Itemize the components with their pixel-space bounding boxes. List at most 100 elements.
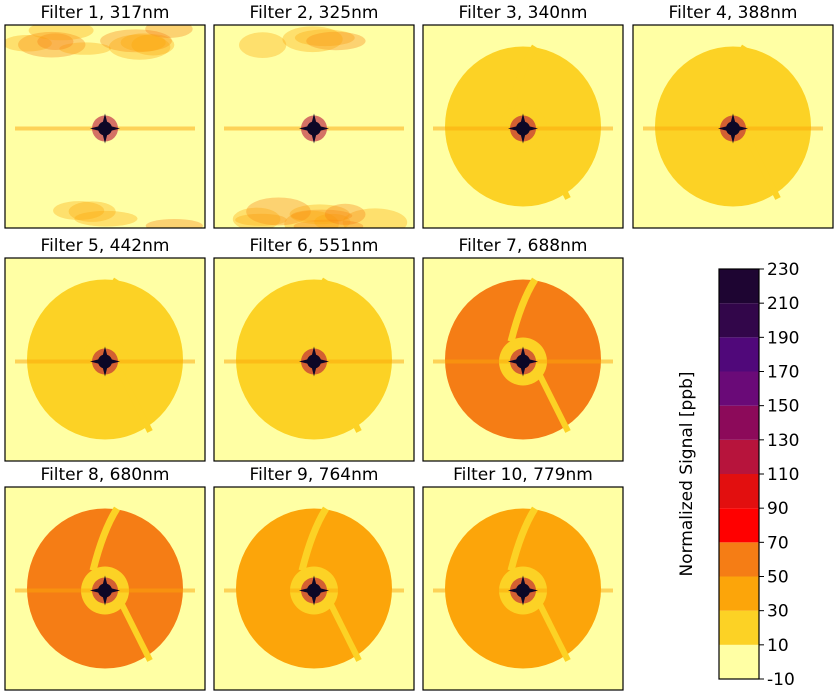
panel-filter-1: Filter 1, 317nm [4, 3, 206, 229]
colorbar-bin [719, 474, 759, 509]
edge-glow [37, 33, 74, 50]
panel-title: Filter 2, 325nm [250, 3, 379, 23]
edge-glow [342, 208, 408, 228]
panel-frame [213, 486, 415, 691]
spiral-arm [298, 277, 329, 343]
edge-glow [239, 32, 287, 58]
spiral-arm [298, 506, 329, 572]
colorbar-bin [719, 269, 759, 304]
colorbar-tick-label: 70 [767, 533, 789, 553]
colorbar-bin [719, 371, 759, 406]
panel-image [5, 487, 205, 690]
colorbar-tick-label: 170 [767, 363, 799, 383]
panel-image [423, 258, 623, 461]
star-core [516, 354, 530, 369]
edge-glow [145, 25, 193, 38]
panel-frame [4, 486, 206, 691]
edge-glow [289, 204, 350, 225]
edge-glow [18, 31, 86, 58]
colorbar-tick-label: 90 [767, 499, 789, 519]
spoke [117, 370, 153, 433]
edge-glow [28, 25, 94, 41]
colorbar-bin [719, 439, 759, 474]
edge-glow [294, 29, 355, 47]
edge-glow [314, 213, 351, 228]
panel-frame [422, 486, 624, 691]
edge-glow [306, 31, 366, 51]
spiral-arm [507, 506, 538, 572]
colorbar-tick-label: 210 [767, 294, 799, 314]
panel-title: Filter 3, 340nm [459, 3, 588, 23]
colorbar-tick-label: 130 [767, 431, 799, 451]
panel-title: Filter 1, 317nm [41, 3, 170, 23]
panel-frame [422, 24, 624, 229]
panel-frame [632, 24, 834, 229]
panel-title: Filter 9, 764nm [250, 465, 379, 485]
edge-glow [232, 207, 281, 228]
panel-filter-7: Filter 7, 688nm [422, 236, 624, 462]
edge-glow [284, 210, 339, 228]
star-core [307, 121, 321, 136]
edge-glow [53, 201, 105, 221]
colorbar-tick-label: 10 [767, 636, 789, 656]
colorbar-tick-label: -10 [767, 670, 795, 690]
panel-image [423, 25, 623, 228]
spoke [117, 599, 153, 662]
edge-glow [291, 209, 353, 222]
colorbar-label: Normalized Signal [ppb] [677, 371, 697, 576]
edge-glow [59, 42, 111, 55]
spiral-arm [717, 44, 748, 110]
star-core [98, 354, 112, 369]
edge-glow [246, 197, 311, 226]
panel-frame [422, 257, 624, 462]
edge-glow [145, 219, 203, 228]
panel-frame [213, 24, 415, 229]
edge-glow [74, 210, 138, 227]
spoke [535, 370, 571, 433]
colorbar-tick-label: 50 [767, 568, 789, 588]
colorbar-tick-label: 150 [767, 397, 799, 417]
colorbar-tick-label: 190 [767, 328, 799, 348]
colorbar-bin [719, 405, 759, 440]
panel-title: Filter 4, 388nm [669, 3, 798, 23]
star-core [516, 583, 530, 598]
panel-image [633, 25, 833, 228]
edge-glow [68, 201, 116, 222]
panel-frame [4, 257, 206, 462]
panel-title: Filter 6, 551nm [250, 236, 379, 256]
panel-filter-5: Filter 5, 442nm [4, 236, 206, 462]
edge-glow [120, 33, 166, 52]
panel-filter-4: Filter 4, 388nm [632, 3, 834, 229]
panel-filter-3: Filter 3, 340nm [422, 3, 624, 229]
colorbar-tick-label: 230 [767, 260, 799, 280]
panels: Filter 1, 317nm Filter 2, 325nm Filter 3, … [4, 3, 834, 691]
star-core [98, 583, 112, 598]
star-core [307, 354, 321, 369]
panel-title: Filter 8, 680nm [41, 465, 170, 485]
panel-title: Filter 10, 779nm [453, 465, 593, 485]
edge-glow [235, 213, 287, 226]
colorbar-tick-label: 30 [767, 602, 789, 622]
colorbar-bin [719, 508, 759, 543]
edge-glow [108, 34, 171, 60]
colorbar-bin [719, 542, 759, 577]
star-core [516, 121, 530, 136]
spoke [535, 599, 571, 662]
edge-glow [282, 26, 343, 53]
colorbar-bin [719, 576, 759, 611]
panel-filter-9: Filter 9, 764nm [213, 465, 415, 691]
panel-image [5, 25, 205, 228]
spiral-arm [507, 277, 538, 343]
panel-image [214, 487, 414, 690]
panel-title: Filter 7, 688nm [459, 236, 588, 256]
colorbar-bin [719, 337, 759, 372]
edge-glow [293, 219, 364, 228]
panel-filter-2: Filter 2, 325nm [213, 3, 415, 229]
star-core [726, 121, 740, 136]
panel-image [5, 258, 205, 461]
colorbar-bin [719, 303, 759, 338]
panel-filter-10: Filter 10, 779nm [422, 465, 624, 691]
edge-glow [5, 35, 52, 52]
spoke [326, 599, 362, 662]
edge-glow [100, 29, 172, 53]
